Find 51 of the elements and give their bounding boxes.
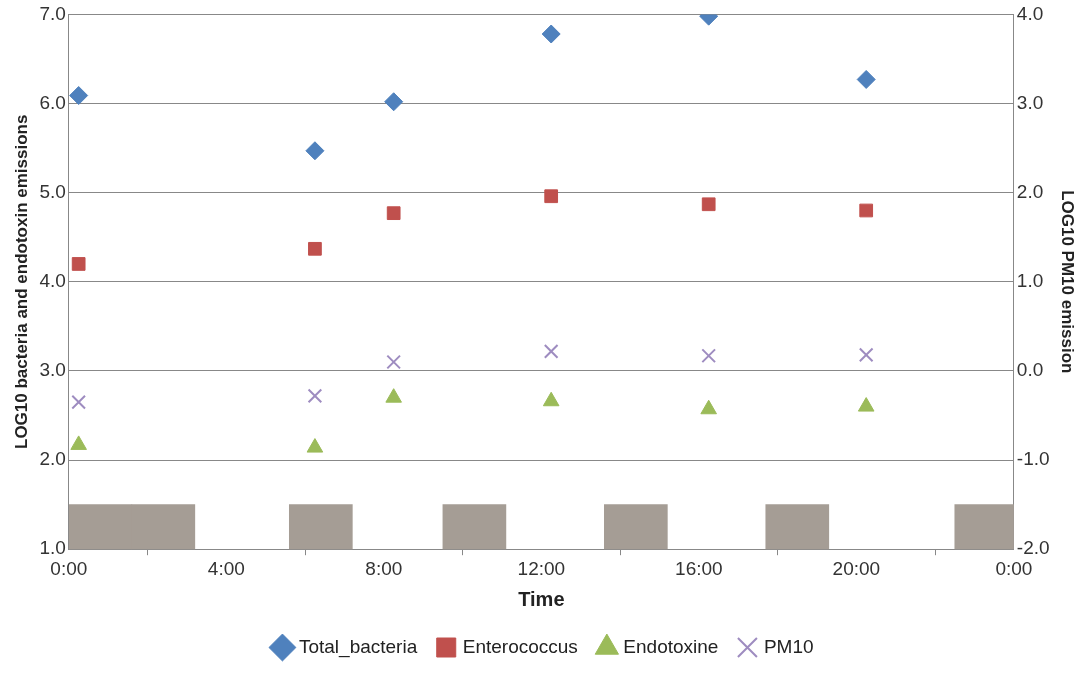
y2-tick-label: 4.0 <box>1016 2 1044 24</box>
point <box>386 206 401 221</box>
x-tick-label: 4:00 <box>207 557 245 579</box>
legend-label: PM10 <box>763 635 814 657</box>
point <box>308 241 322 256</box>
y-tick-label: 7.0 <box>39 2 66 24</box>
y2-tick-label: 0.0 <box>1016 359 1044 381</box>
x-tick-label: 0:00 <box>995 557 1033 579</box>
point <box>306 438 324 453</box>
point <box>701 348 717 364</box>
point <box>384 92 404 112</box>
y-tick-label: 1.0 <box>39 537 66 559</box>
point <box>71 394 87 410</box>
y-tick-label: 3.0 <box>39 359 66 381</box>
y2-tick-label: -2.0 <box>1016 537 1050 559</box>
point <box>701 197 716 212</box>
x-tick-label: 16:00 <box>675 557 723 579</box>
legend-label: Total_bacteria <box>298 635 418 658</box>
y-tick-label: 2.0 <box>39 448 66 470</box>
y-tick-label: 6.0 <box>39 91 66 113</box>
point <box>857 397 875 412</box>
y2-tick-label: -1.0 <box>1016 448 1050 470</box>
x-tick-label: 12:00 <box>517 557 566 579</box>
point <box>544 189 559 204</box>
point <box>541 24 561 44</box>
point <box>305 141 325 161</box>
point <box>71 257 86 271</box>
y2-axis-title: LOG10 PM10 emission <box>1058 190 1078 374</box>
y-axis-title: LOG10 bacteria and endotoxin emissions <box>11 114 31 450</box>
x-axis-title: Time <box>518 587 565 610</box>
legend-label: Endotoxine <box>623 635 719 657</box>
point <box>542 391 560 407</box>
x-tick-label: 20:00 <box>832 557 881 579</box>
point <box>543 343 559 359</box>
point <box>856 69 876 89</box>
point <box>700 399 717 415</box>
point <box>70 435 87 450</box>
point <box>386 354 402 370</box>
point <box>69 86 89 106</box>
y2-tick-label: 2.0 <box>1016 180 1044 202</box>
x-tick-label: 8:00 <box>365 557 403 579</box>
y2-tick-label: 3.0 <box>1016 91 1044 113</box>
y2-tick-label: 1.0 <box>1016 270 1044 292</box>
point <box>307 388 323 404</box>
x-tick-label: 0:00 <box>50 557 88 579</box>
point <box>859 203 874 218</box>
legend-label: Enterococcus <box>462 635 578 657</box>
point <box>385 388 402 403</box>
y-tick-label: 5.0 <box>39 180 66 202</box>
point <box>858 347 874 363</box>
y-tick-label: 4.0 <box>39 270 66 292</box>
